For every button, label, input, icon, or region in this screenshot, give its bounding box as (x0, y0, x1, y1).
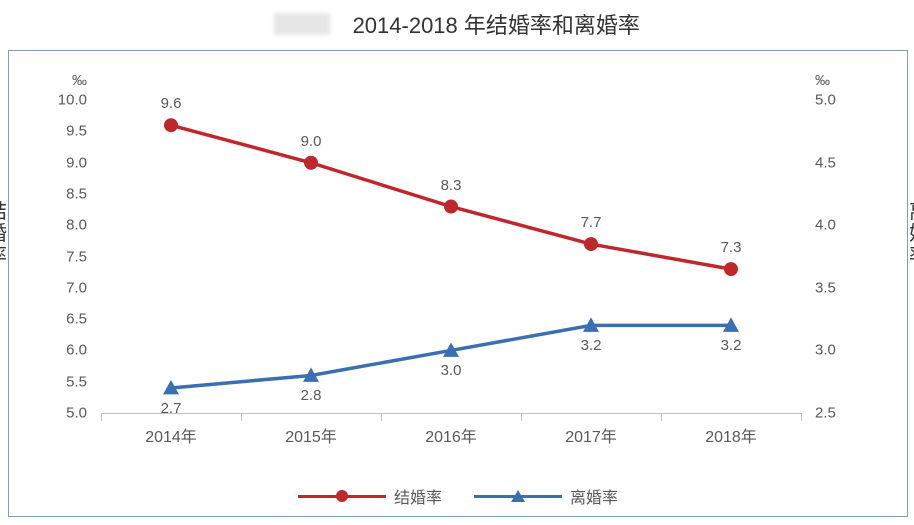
point-label-divorce: 3.2 (721, 337, 742, 354)
point-label-marriage: 7.3 (721, 239, 742, 256)
ytick-left: 5.0 (66, 405, 87, 422)
left-axis-title: 结婚率 (0, 201, 9, 267)
x-tick-label: 2015年 (285, 423, 337, 447)
point-label-divorce: 2.7 (161, 400, 182, 417)
legend-item-divorce: 离婚率 (474, 484, 618, 508)
x-tick-mark (241, 413, 242, 421)
marker-marriage (164, 118, 178, 132)
ytick-right: 2.5 (815, 405, 836, 422)
point-label-marriage: 9.6 (161, 95, 182, 112)
ytick-left: 5.5 (66, 373, 87, 390)
y-axis-right: 2.53.03.54.04.55.0‰ (801, 73, 907, 413)
ytick-left: 7.0 (66, 279, 87, 296)
ytick-left: 6.5 (66, 311, 87, 328)
chart-frame: 结婚率 离婚率 5.0 5.5 6.0 6.5 7.0 7.5 8.0 8.5 9.0 9.5 10… (8, 50, 908, 517)
point-label-marriage: 8.3 (441, 177, 462, 194)
ytick-left: 9.0 (66, 154, 87, 171)
ytick-right: 3.5 (815, 279, 836, 296)
marker-marriage (584, 237, 598, 251)
ytick-left: 7.5 (66, 248, 87, 265)
ytick-right: 3.0 (815, 342, 836, 359)
y-axis-left: 5.05.56.06.57.07.58.08.59.09.510.0‰ (9, 73, 101, 413)
ytick-left: 6.0 (66, 342, 87, 359)
plot-area: 9.69.08.37.77.32.72.83.03.23.2 (101, 73, 801, 413)
series-line-marriage (171, 125, 731, 269)
ytick-right: 4.5 (815, 154, 836, 171)
x-tick-mark (101, 413, 102, 421)
legend-label: 离婚率 (570, 484, 618, 508)
legend: 结婚率 离婚率 (9, 483, 907, 508)
point-label-divorce: 3.0 (441, 362, 462, 379)
marker-marriage (444, 200, 458, 214)
y-unit-right: ‰ (815, 72, 830, 89)
ytick-left: 8.0 (66, 217, 87, 234)
x-axis-line (101, 413, 801, 414)
x-tick-label: 2014年 (145, 423, 197, 447)
ytick-right: 4.0 (815, 217, 836, 234)
x-tick-mark (521, 413, 522, 421)
x-tick-label: 2016年 (425, 423, 477, 447)
right-axis-title: 离婚率 (907, 201, 914, 267)
y-unit-left: ‰ (72, 72, 87, 89)
marker-marriage (304, 156, 318, 170)
x-tick-mark (801, 413, 802, 421)
ytick-left: 10.0 (58, 92, 87, 109)
source-blurred (274, 13, 330, 35)
x-tick-mark (381, 413, 382, 421)
ytick-right: 5.0 (815, 92, 836, 109)
point-label-divorce: 2.8 (301, 387, 322, 404)
point-label-marriage: 9.0 (301, 133, 322, 150)
x-tick-label: 2017年 (565, 423, 617, 447)
legend-label: 结婚率 (394, 484, 442, 508)
point-label-divorce: 3.2 (581, 337, 602, 354)
ytick-left: 9.5 (66, 123, 87, 140)
x-tick-label: 2018年 (705, 423, 757, 447)
marker-marriage (724, 262, 738, 276)
legend-item-marriage: 结婚率 (298, 484, 442, 508)
point-label-marriage: 7.7 (581, 214, 602, 231)
chart-title: 2014-2018 年结婚率和离婚率 (353, 8, 640, 40)
ytick-left: 8.5 (66, 186, 87, 203)
x-tick-mark (661, 413, 662, 421)
chart-title-row: 2014-2018 年结婚率和离婚率 (0, 0, 914, 40)
